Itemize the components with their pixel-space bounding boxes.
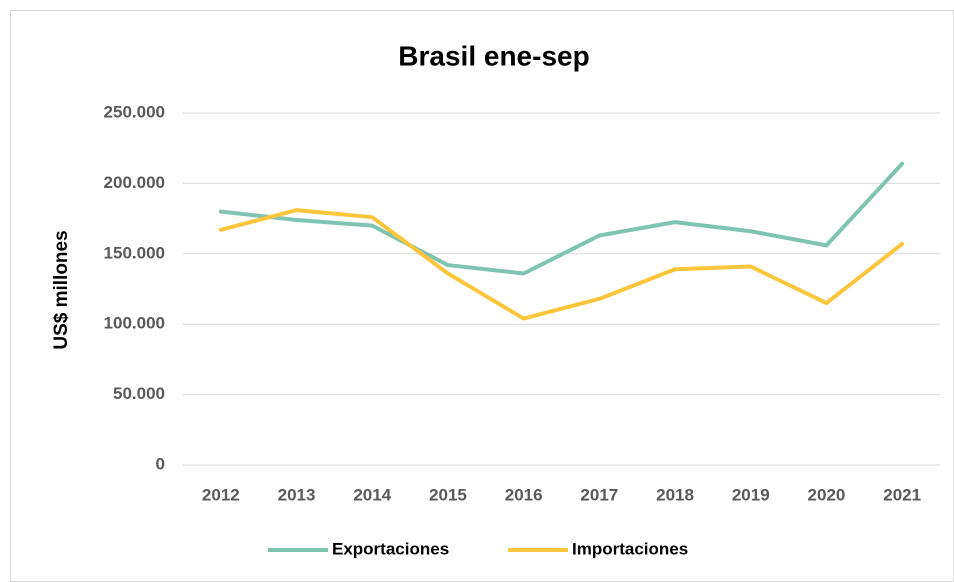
data-line: [218, 208, 905, 321]
x-tick-label: 2018: [656, 485, 694, 504]
y-tick-label: 50.000: [113, 384, 165, 403]
legend-label: Exportaciones: [332, 539, 449, 558]
x-tick-label: 2013: [278, 485, 316, 504]
data-line: [218, 161, 905, 276]
y-tick-label: 150.000: [104, 243, 165, 262]
x-tick-label: 2015: [429, 485, 467, 504]
x-tick-label: 2014: [353, 485, 391, 504]
legend-label: Importaciones: [572, 539, 688, 558]
y-tick-label: 200.000: [104, 173, 165, 192]
x-tick-label: 2021: [883, 485, 921, 504]
x-tick-label: 2016: [505, 485, 543, 504]
y-tick-label: 250.000: [104, 102, 165, 121]
y-tick-label: 100.000: [104, 314, 165, 333]
chart-title: Brasil ene-sep: [398, 40, 589, 71]
y-tick-label: 0: [156, 454, 165, 473]
x-tick-label: 2017: [580, 485, 618, 504]
y-axis-label: US$ millones: [51, 230, 72, 349]
x-tick-label: 2019: [732, 485, 770, 504]
x-tick-label: 2020: [808, 485, 846, 504]
x-tick-label: 2012: [202, 485, 240, 504]
